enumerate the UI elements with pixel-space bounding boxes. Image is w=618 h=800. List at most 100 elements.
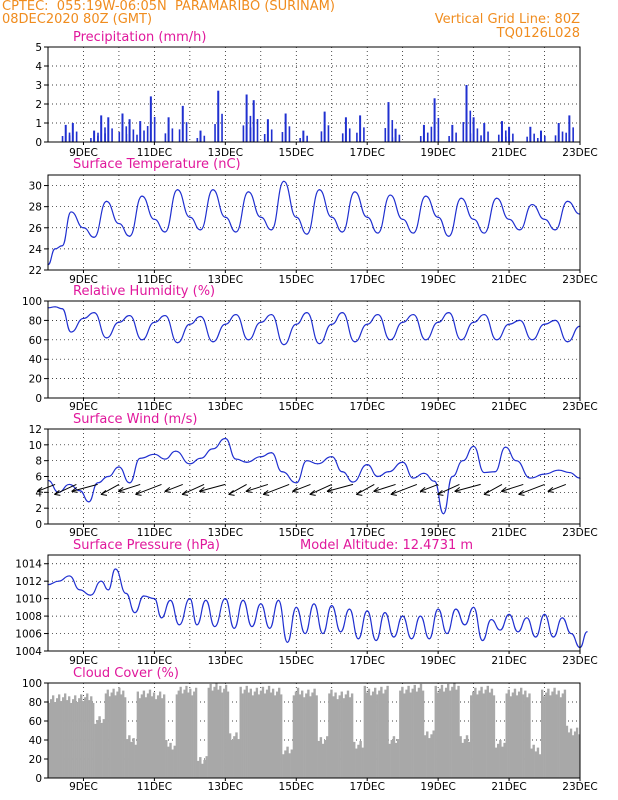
data-point [246,461,248,463]
cloud-bar [403,693,406,778]
data-point [283,180,285,182]
data-point [58,580,60,582]
data-point [242,599,244,601]
data-point [160,617,163,619]
precip-bar [214,124,216,142]
cloud-bar [154,699,158,778]
data-point [504,446,507,448]
cloud-bar [165,740,168,778]
cloud-bar [365,692,369,778]
precip-bar [533,133,535,142]
cloud-bar [243,689,246,778]
data-point [169,599,171,601]
wind-arrow-head [36,487,44,493]
cloud-bar [309,696,312,778]
data-point [366,216,368,218]
data-point [214,625,216,628]
cloud-bar [177,690,180,778]
precip-bar [90,138,92,142]
precip-bar [387,102,390,142]
wind-arrow [356,483,375,495]
precip-bar [433,98,436,142]
data-point [387,471,390,473]
wind-arrow-head [437,490,444,496]
x-tick-label: 11DEC [137,401,172,413]
cloud-bar [163,694,166,778]
data-point [460,197,462,199]
header-grid-line: Vertical Grid Line: 80Z [434,12,580,27]
cloud-bar [509,696,513,778]
cloud-bar [315,695,318,778]
panel-frame [47,554,581,652]
cloud-bar [407,685,410,778]
cloud-bar [488,692,492,778]
panel-title: Surface Temperature (nC) [73,157,241,172]
cloud-bar [522,694,525,778]
y-tick-label: 40 [29,354,42,366]
data-point [97,482,99,484]
data-point [496,339,498,341]
data-point [153,453,155,455]
panel-title: Surface Pressure (hPa) [73,538,220,553]
data-point [402,218,404,220]
data-point [558,469,560,471]
data-point [531,203,533,206]
y-tick-label: 20 [29,374,42,386]
precip-bar [430,126,433,142]
data-point [270,452,273,454]
cloud-bar [417,687,421,778]
cloud-bar [530,748,533,778]
cloud-bar [207,687,210,778]
precip-bar [299,138,301,142]
data-point [178,624,180,626]
cloud-bar [561,693,565,778]
cloud-bar [492,695,496,778]
cloud-bar [52,695,55,778]
data-point [306,460,308,462]
cloud-bar [459,736,462,778]
data-point [224,437,226,440]
x-tick-label: 11DEC [137,274,172,286]
x-tick-label: 23DEC [562,655,597,667]
x-tick-label: 19DEC [420,401,455,413]
wind-arrow [309,483,332,495]
data-point [554,229,556,231]
wind-arrow-head [419,487,427,493]
cloud-bar [48,702,51,778]
data-point [448,312,450,314]
wind-arrow-head [100,490,108,496]
data-point [389,194,391,196]
y-tick-label: 1010 [15,594,42,606]
data-point [88,501,90,503]
wind-arrow [228,483,247,495]
data-point [508,323,510,325]
cloud-bar [288,753,291,778]
precip-bar [153,116,156,142]
cloud-bar [171,749,174,778]
data-point [306,233,308,235]
precip-bar [221,113,223,142]
cloud-bar [58,694,61,778]
precip-bar [323,111,326,142]
cloud-bar [361,747,364,778]
wind-arrow-head [292,487,299,493]
cloud-bar [290,749,294,778]
cloud-bar [513,688,517,778]
cloud-bar [323,740,327,778]
cloud-bar [363,685,367,778]
data-point [61,245,63,247]
cloud-bar [191,695,194,778]
cloud-bar [549,695,552,778]
cloud-bar [577,734,581,778]
data-point [176,342,179,344]
precip-bar [348,128,351,142]
x-tick-label: 23DEC [562,527,597,539]
precip-bar [572,127,574,142]
x-tick-label: 9DEC [69,655,98,667]
data-point [270,313,273,316]
cloud-bar [534,751,538,778]
cloud-bar [237,739,240,778]
panel-frame [47,682,581,779]
cloud-bar [247,692,250,778]
panel-2 [44,300,581,401]
